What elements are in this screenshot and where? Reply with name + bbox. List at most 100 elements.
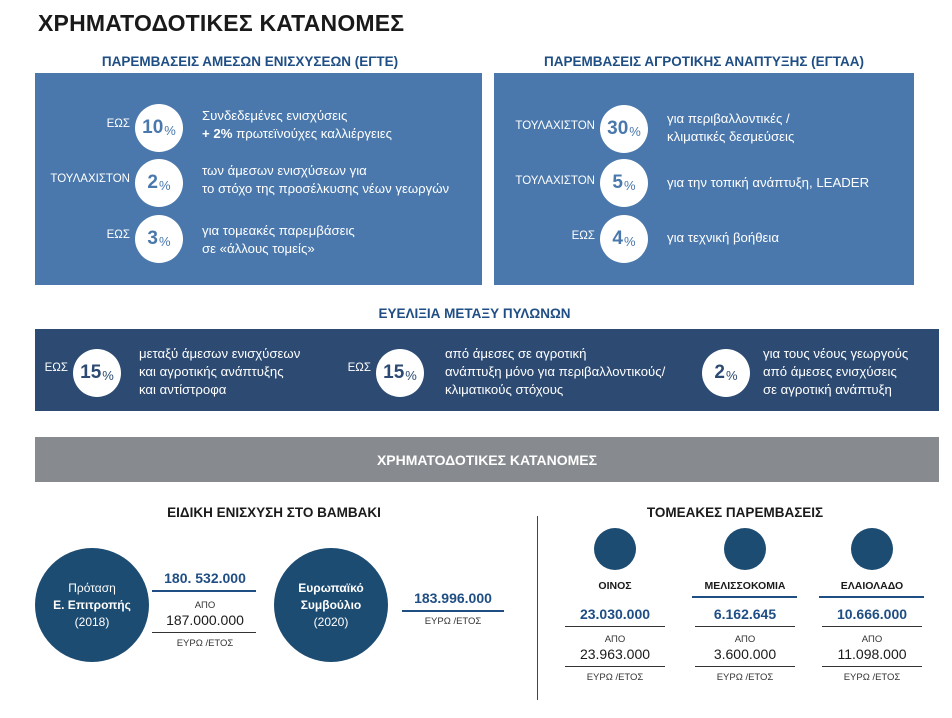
divider — [565, 666, 665, 667]
percent-circle: 30% — [600, 105, 648, 153]
percent-circle: 15% — [73, 349, 121, 397]
commission-from-amount: 187.000.000 — [166, 612, 244, 628]
description-line: ανάπτυξη μόνο για περιβαλλοντικούς/ — [445, 364, 666, 379]
olive-oil-circle — [851, 528, 893, 570]
egtaa-description: για περιβαλλοντικές / κλιματικές δεσμεύσ… — [667, 110, 794, 146]
wine-circle — [594, 528, 636, 570]
divider — [695, 626, 795, 627]
percent-value: 10 — [142, 117, 164, 138]
from-label: ΑΠΟ — [604, 634, 626, 645]
percent-value: 30 — [607, 118, 629, 139]
section-divider — [537, 516, 538, 700]
percent-unit: % — [624, 177, 636, 193]
sector-from-amount: 11.098.000 — [837, 646, 907, 662]
percent-circle: 15% — [376, 349, 424, 397]
flexibility-description: από άμεσες σε αγροτική ανάπτυξη μόνο για… — [445, 345, 665, 399]
sector-from-amount: 3.600.000 — [713, 646, 777, 662]
percent-unit: % — [159, 177, 171, 193]
circle-line: (2020) — [313, 614, 349, 629]
percent-value: 15 — [80, 362, 102, 383]
description-line: για τεχνική βοήθεια — [667, 230, 779, 245]
description-line: και αντίστροφα — [139, 382, 227, 397]
description-line: πρωτεϊνούχες καλλιέργειες — [232, 126, 392, 141]
sector-name: ΟΙΝΟΣ — [598, 580, 632, 592]
egtaa-description: για τεχνική βοήθεια — [667, 229, 779, 247]
percent-value: 5 — [612, 172, 623, 193]
description-line: για περιβαλλοντικές / — [667, 111, 790, 126]
percent-unit: % — [159, 233, 171, 249]
cotton-heading: ΕΙΔΙΚΗ ΕΝΙΣΧΥΣΗ ΣΤΟ ΒΑΜΒΑΚΙ — [167, 505, 381, 520]
description-line: για τους νέους γεωργούς — [763, 346, 909, 361]
percent-circle: 2% — [702, 349, 750, 397]
description-bold: + 2% — [202, 126, 233, 141]
egte-panel: ΕΩΣ 10% Συνδεδεμένες ενισχύσεις + 2% πρω… — [35, 73, 482, 285]
egte-description: των άμεσων ενισχύσεων για το στόχο της π… — [202, 162, 449, 198]
allocations-banner: ΧΡΗΜΑΤΟΔΟΤΙΚΕΣ ΚΑΤΑΝΟΜΕΣ — [35, 437, 939, 482]
unit-label: ΕΥΡΩ /ΕΤΟΣ — [716, 672, 774, 683]
percent-unit: % — [102, 367, 114, 383]
egte-description: για τομεακές παρεμβάσεις σε «άλλους τομε… — [202, 222, 355, 258]
from-label: ΑΠΟ — [194, 600, 216, 611]
percent-circle: 3% — [135, 215, 183, 263]
description-line: για την τοπική ανάπτυξη, LEADER — [667, 175, 870, 190]
divider — [565, 626, 665, 627]
egtaa-qualifier: ΤΟΥΛΑΧΙΣΤΟΝ — [515, 120, 595, 132]
description-line: από άμεσες σε αγροτική — [445, 346, 587, 361]
egte-qualifier: ΕΩΣ — [106, 229, 130, 241]
unit-label: ΕΥΡΩ /ΕΤΟΣ — [843, 672, 901, 683]
flexibility-heading: ΕΥΕΛΙΞΙΑ ΜΕΤΑΞΥ ΠΥΛΩΝΩΝ — [378, 306, 571, 321]
percent-circle: 5% — [600, 159, 648, 207]
divider — [152, 590, 256, 592]
divider — [692, 596, 797, 598]
percent-unit: % — [405, 367, 417, 383]
divider — [822, 666, 922, 667]
circle-line: Συμβούλιο — [300, 597, 362, 612]
circle-line: Πρόταση — [68, 580, 116, 595]
divider — [822, 626, 922, 627]
percent-unit: % — [629, 123, 641, 139]
commission-amount: 180. 532.000 — [164, 570, 246, 586]
egtaa-heading: ΠΑΡΕΜΒΑΣΕΙΣ ΑΓΡΟΤΙΚΗΣ ΑΝΑΠΤΥΞΗΣ (ΕΓΤΑΑ) — [543, 54, 865, 69]
council-circle: Ευρωπαϊκό Συμβούλιο (2020) — [274, 548, 388, 662]
percent-value: 2 — [147, 172, 158, 193]
apiculture-circle — [724, 528, 766, 570]
flexibility-description: για τους νέους γεωργούς από άμεσες ενισχ… — [763, 345, 908, 399]
unit-label: ΕΥΡΩ /ΕΤΟΣ — [424, 616, 482, 627]
percent-value: 3 — [147, 228, 158, 249]
egtaa-description: για την τοπική ανάπτυξη, LEADER — [667, 174, 869, 192]
percent-value: 2 — [714, 362, 725, 383]
percent-circle: 10% — [135, 104, 183, 152]
egte-qualifier: ΤΟΥΛΑΧΙΣΤΟΝ — [50, 173, 130, 185]
percent-value: 4 — [612, 228, 623, 249]
flexibility-description: μεταξύ άμεσων ενισχύσεων και αγροτικής α… — [139, 345, 300, 399]
description-line: κλιματικούς στόχους — [445, 382, 564, 397]
page-title: ΧΡΗΜΑΤΟΔΟΤΙΚΕΣ ΚΑΤΑΝΟΜΕΣ — [38, 10, 405, 36]
percent-unit: % — [164, 122, 176, 138]
divider — [402, 610, 504, 612]
divider — [819, 596, 924, 598]
egte-description: Συνδεδεμένες ενισχύσεις + 2% πρωτεϊνούχε… — [202, 107, 392, 143]
divider — [152, 632, 256, 633]
percent-circle: 2% — [135, 159, 183, 207]
egtaa-qualifier: ΕΩΣ — [571, 230, 595, 242]
egte-heading: ΠΑΡΕΜΒΑΣΕΙΣ ΑΜΕΣΩΝ ΕΝΙΣΧΥΣΕΩΝ (ΕΓΤΕ) — [101, 54, 399, 69]
description-line: από άμεσες ενισχύσεις — [763, 364, 897, 379]
description-line: και αγροτικής ανάπτυξης — [139, 364, 284, 379]
sector-amount: 23.030.000 — [579, 606, 651, 622]
circle-line: Ε. Επιτροπής — [53, 597, 131, 612]
from-label: ΑΠΟ — [734, 634, 756, 645]
description-line: Συνδεδεμένες ενισχύσεις — [202, 108, 348, 123]
description-line: για τομεακές παρεμβάσεις — [202, 223, 355, 238]
sector-from-amount: 23.963.000 — [579, 646, 651, 662]
description-line: σε αγροτική ανάπτυξη — [763, 382, 892, 397]
divider — [695, 666, 795, 667]
commission-circle: Πρόταση Ε. Επιτροπής (2018) — [35, 548, 149, 662]
unit-label: ΕΥΡΩ /ΕΤΟΣ — [176, 638, 234, 649]
description-line: των άμεσων ενισχύσεων για — [202, 163, 367, 178]
flexibility-panel: ΕΩΣ 15% μεταξύ άμεσων ενισχύσεων και αγρ… — [35, 329, 939, 411]
description-line: σε «άλλους τομείς» — [202, 241, 315, 256]
unit-label: ΕΥΡΩ /ΕΤΟΣ — [586, 672, 644, 683]
flexibility-qualifier: ΕΩΣ — [347, 362, 371, 374]
percent-value: 15 — [383, 362, 405, 383]
circle-line: Ευρωπαϊκό — [298, 580, 364, 595]
